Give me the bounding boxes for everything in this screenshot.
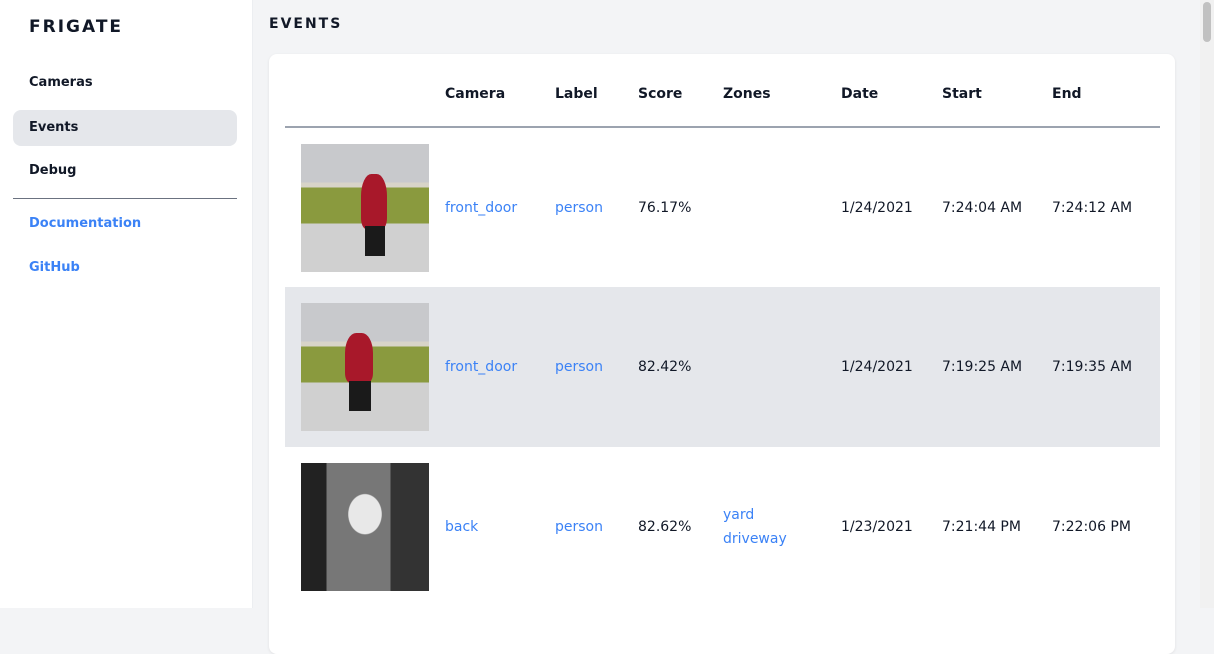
sidebar-item-cameras[interactable]: Cameras	[29, 75, 93, 90]
score: 82.42%	[638, 287, 723, 447]
label-link[interactable]: person	[555, 287, 638, 447]
sidebar-divider	[13, 198, 237, 199]
start-time: 7:24:04 AM	[942, 199, 1023, 216]
event-thumbnail[interactable]	[301, 143, 429, 272]
events-table: Camera Label Score Zones Date Start End …	[285, 54, 1160, 607]
col-score: Score	[638, 54, 723, 128]
end-time: 7:22:06 PM	[1052, 519, 1131, 535]
score: 82.62%	[638, 519, 692, 535]
col-thumbnail	[285, 54, 445, 128]
col-camera: Camera	[445, 54, 555, 128]
zone-link[interactable]: yard	[723, 507, 755, 523]
camera-link[interactable]: front_door	[445, 199, 518, 216]
table-row[interactable]: front_door person 76.17% 1/24/2021 7:24:…	[285, 127, 1160, 287]
page-title: EVENTS	[269, 16, 343, 32]
event-thumbnail[interactable]	[301, 303, 429, 431]
start-time: 7:21:44 PM	[942, 519, 1021, 535]
scrollbar-thumb[interactable]	[1203, 2, 1211, 42]
date: 1/24/2021	[841, 199, 913, 216]
camera-link[interactable]: front_door	[445, 287, 555, 447]
brand-logo: FRIGATE	[29, 17, 124, 37]
col-label: Label	[555, 54, 638, 128]
label-link[interactable]: person	[555, 519, 603, 535]
events-card: Camera Label Score Zones Date Start End …	[269, 54, 1175, 654]
sidebar-item-debug[interactable]: Debug	[29, 163, 77, 178]
date: 1/24/2021	[841, 287, 942, 447]
table-header: Camera Label Score Zones Date Start End	[285, 54, 1160, 128]
start-time: 7:19:25 AM	[942, 287, 1052, 447]
scrollbar[interactable]	[1200, 0, 1214, 608]
end-time: 7:24:12 AM	[1052, 199, 1133, 216]
col-date: Date	[841, 54, 942, 128]
camera-link[interactable]: back	[445, 519, 479, 535]
event-thumbnail[interactable]	[301, 463, 429, 591]
sidebar-item-events[interactable]: Events	[13, 110, 237, 146]
date: 1/23/2021	[841, 519, 913, 535]
col-zones: Zones	[723, 54, 841, 128]
col-start: Start	[942, 54, 1052, 128]
table-row[interactable]: front_door person 82.42% 1/24/2021 7:19:…	[285, 287, 1160, 447]
table-row[interactable]: back person 82.62% yard driveway 1/23/202…	[285, 447, 1160, 607]
github-link[interactable]: GitHub	[29, 260, 80, 275]
documentation-link[interactable]: Documentation	[29, 216, 142, 231]
col-end: End	[1052, 54, 1160, 128]
score: 76.17%	[638, 199, 692, 216]
end-time: 7:19:35 AM	[1052, 287, 1160, 447]
label-link[interactable]: person	[555, 199, 603, 216]
zone-link[interactable]: driveway	[723, 531, 787, 547]
sidebar: FRIGATE Cameras Events Debug Documentati…	[0, 0, 253, 608]
